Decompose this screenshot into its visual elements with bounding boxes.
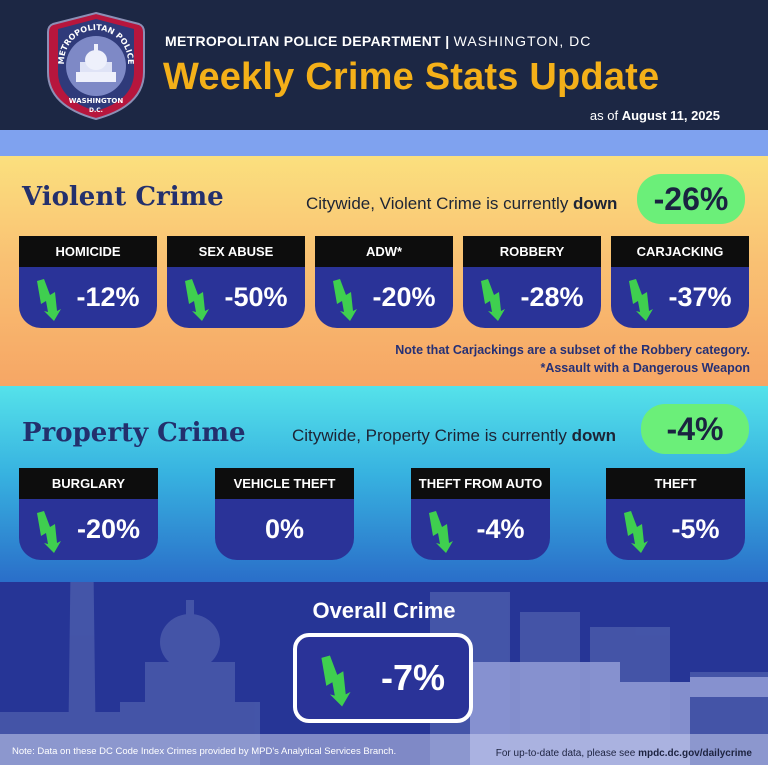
crime-card-value: -20%	[372, 282, 436, 312]
crime-card-label: ROBBERY	[463, 236, 601, 267]
police-badge-logo: METROPOLITAN POLICE WASHINGTON D.C.	[47, 11, 145, 121]
violent-crime-title: Violent Crime	[22, 182, 224, 212]
page-title: Weekly Crime Stats Update	[163, 56, 660, 98]
crime-card-vehicle-theft: VEHICLE THEFT 0%	[215, 468, 354, 560]
crime-card-body: -50%	[167, 267, 305, 328]
property-crime-section: Property Crime Citywide, Property Crime …	[0, 386, 768, 582]
trend-down-arrow-icon	[321, 655, 351, 707]
crime-card-value: -50%	[224, 282, 288, 312]
crime-card-carjacking: CARJACKING -37%	[611, 236, 749, 328]
header-stripe	[0, 130, 768, 156]
crime-card-value: -4%	[476, 514, 525, 544]
crime-card-sex-abuse: SEX ABUSE -50%	[167, 236, 305, 328]
department-name: METROPOLITAN POLICE DEPARTMENT | WASHING…	[165, 33, 591, 49]
crime-card-value: -20%	[76, 514, 141, 544]
crime-card-theft-from-auto: THEFT FROM AUTO -4%	[411, 468, 550, 560]
crime-card-label: HOMICIDE	[19, 236, 157, 267]
overall-crime-box: -7%	[293, 633, 473, 723]
crime-card-body: -20%	[19, 499, 158, 560]
city-label: WASHINGTON, DC	[453, 33, 592, 49]
property-crime-summary: Citywide, Property Crime is currently do…	[292, 426, 616, 446]
summary-prefix: Citywide, Property Crime is currently	[292, 426, 572, 445]
overall-crime-value: -7%	[380, 657, 446, 698]
more-data-note: For up-to-date data, please see mpdc.dc.…	[496, 748, 752, 759]
crime-card-value: -28%	[520, 282, 584, 312]
daily-crime-link[interactable]: mpdc.dc.gov/dailycrime	[638, 748, 752, 759]
crime-card-value: -37%	[668, 282, 732, 312]
as-of-prefix: as of	[589, 108, 622, 123]
crime-card-value: -5%	[671, 514, 720, 544]
crime-card-value: 0%	[264, 514, 305, 544]
trend-down-arrow-icon	[481, 279, 505, 321]
crime-card-body: -37%	[611, 267, 749, 328]
violent-crime-change-badge: -26%	[637, 174, 745, 224]
crime-card-label: VEHICLE THEFT	[215, 468, 354, 499]
crime-card-value: -12%	[76, 282, 140, 312]
crime-card-label: THEFT	[606, 468, 745, 499]
crime-card-label: ADW*	[315, 236, 453, 267]
adw-footnote: *Assault with a Dangerous Weapon	[540, 361, 750, 375]
as-of-value: August 11, 2025	[621, 108, 720, 123]
separator: |	[441, 33, 454, 49]
link-prefix: For up-to-date data, please see	[495, 748, 639, 759]
data-source-note: Note: Data on these DC Code Index Crimes…	[12, 746, 397, 757]
trend-down-arrow-icon	[185, 279, 209, 321]
trend-down-arrow-icon	[429, 511, 453, 553]
overall-crime-section: Overall Crime -7% Note: Data on these DC…	[0, 582, 768, 765]
summary-direction: down	[571, 426, 617, 445]
crime-card-body: -4%	[411, 499, 550, 560]
property-crime-title: Property Crime	[22, 418, 246, 448]
header: METROPOLITAN POLICE WASHINGTON D.C. METR…	[0, 0, 768, 130]
violent-crime-summary: Citywide, Violent Crime is currently dow…	[306, 194, 617, 214]
crime-card-theft: THEFT -5%	[606, 468, 745, 560]
crime-card-label: CARJACKING	[611, 236, 749, 267]
crime-card-label: BURGLARY	[19, 468, 158, 499]
summary-prefix: Citywide, Violent Crime is currently	[306, 194, 574, 213]
trend-down-arrow-icon	[333, 279, 357, 321]
crime-card-body: -12%	[19, 267, 157, 328]
crime-card-homicide: HOMICIDE -12%	[19, 236, 157, 328]
trend-down-arrow-icon	[629, 279, 653, 321]
crime-card-label: SEX ABUSE	[167, 236, 305, 267]
badge-bottom-text: WASHINGTON	[69, 97, 124, 105]
badge-dc-text: D.C.	[89, 107, 103, 114]
property-crime-change-badge: -4%	[641, 404, 749, 454]
crime-card-robbery: ROBBERY -28%	[463, 236, 601, 328]
crime-card-burglary: BURGLARY -20%	[19, 468, 158, 560]
as-of-date: as of August 11, 2025	[590, 108, 720, 123]
violent-crime-section: Violent Crime Citywide, Violent Crime is…	[0, 156, 768, 386]
summary-direction: down	[573, 194, 618, 213]
department-label: METROPOLITAN POLICE DEPARTMENT	[165, 33, 442, 49]
crime-card-body: -5%	[606, 499, 745, 560]
crime-card-body: -28%	[463, 267, 601, 328]
trend-down-arrow-icon	[624, 511, 648, 553]
carjacking-note: Note that Carjackings are a subset of th…	[395, 343, 750, 357]
crime-card-adw: ADW* -20%	[315, 236, 453, 328]
overall-crime-title: Overall Crime	[312, 598, 456, 623]
trend-down-arrow-icon	[37, 279, 61, 321]
trend-down-arrow-icon	[37, 511, 61, 553]
crime-card-body: -20%	[315, 267, 453, 328]
crime-card-body: 0%	[215, 499, 354, 560]
crime-card-label: THEFT FROM AUTO	[411, 468, 550, 499]
